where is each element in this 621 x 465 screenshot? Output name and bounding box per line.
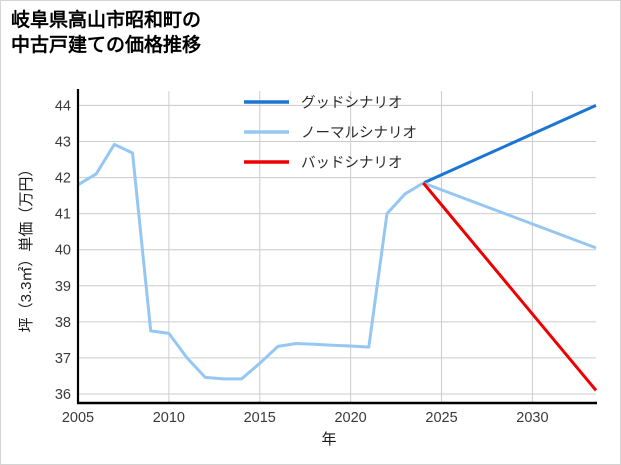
x-tick-label: 2015	[244, 410, 276, 426]
axes	[76, 89, 597, 405]
tick-labels: 36 37 38 39 40 41 42 43 44 2005 2010 2015 2020 2025 20…	[55, 98, 549, 426]
legend-label-0: グッドシナリオ	[301, 95, 403, 112]
x-axis-title: 年	[321, 431, 336, 448]
x-tick-label: 2030	[516, 410, 548, 426]
y-tick-label: 36	[55, 387, 71, 403]
page-title: 岐阜県高山市昭和町の 中古戸建ての価格推移	[11, 10, 202, 57]
axis-titles: 年 坪（3.3㎡）単価（万円）	[18, 162, 337, 448]
y-tick-label: 44	[55, 98, 71, 114]
y-tick-label: 37	[55, 351, 71, 367]
series-line-2	[422, 182, 598, 392]
legend-label-2: バッドシナリオ	[301, 156, 403, 172]
x-tick-label: 2025	[425, 410, 457, 426]
series-lines	[77, 104, 598, 392]
y-tick-label: 43	[55, 134, 71, 150]
y-tick-label: 42	[55, 171, 71, 187]
x-tick-label: 2020	[334, 410, 366, 426]
y-axis-title: 坪（3.3㎡）単価（万円）	[18, 162, 35, 333]
y-tick-label: 38	[55, 315, 71, 331]
grid-lines	[78, 91, 596, 403]
y-tick-label: 40	[55, 243, 71, 259]
series-line-1	[77, 142, 597, 381]
x-tick-label: 2005	[62, 410, 94, 426]
legend-label-1: ノーマルシナリオ	[301, 126, 417, 142]
y-tick-label: 39	[55, 279, 71, 295]
series-line-0	[422, 104, 597, 185]
y-tick-label: 41	[55, 207, 71, 223]
x-tick-label: 2010	[153, 410, 185, 426]
